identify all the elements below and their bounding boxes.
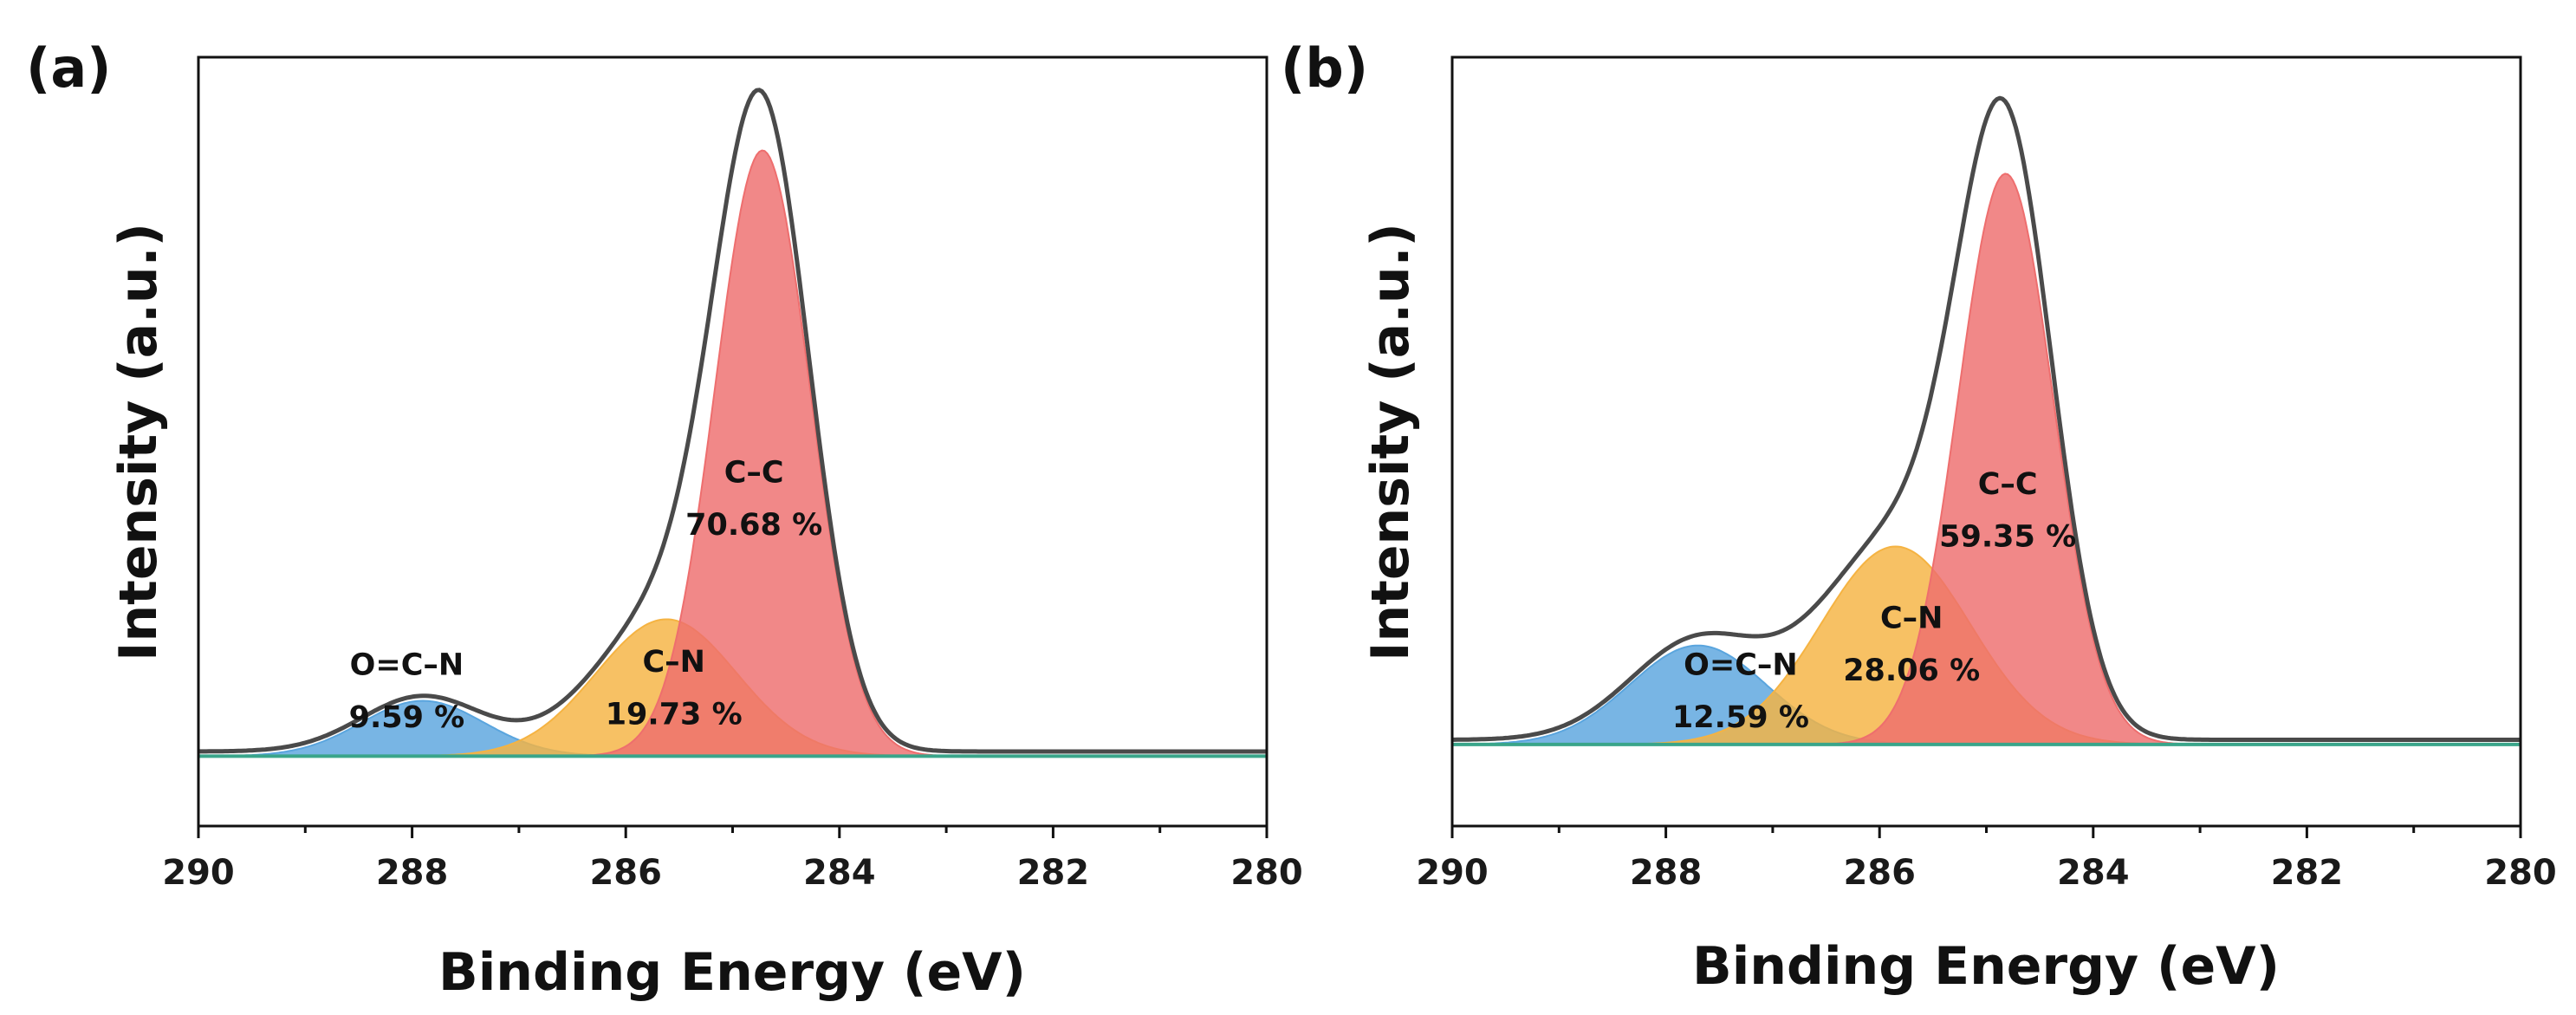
x-axis-title-b: Binding Energy (eV) xyxy=(1692,936,2280,997)
peak-name-label-b-1: C–N xyxy=(1880,602,1943,636)
y-axis-title-b: Intensity (a.u.) xyxy=(1360,223,1421,661)
peak-fill-b-2 xyxy=(1452,172,2521,745)
peak-name-label-b-2: C–C xyxy=(1978,467,2038,502)
panel-label-a: (a) xyxy=(26,36,112,100)
x-tick-label-a-0: 290 xyxy=(162,853,235,893)
peak-name-label-b-0: O=C–N xyxy=(1684,647,1798,682)
x-tick-label-a-4: 282 xyxy=(1017,853,1090,893)
plot-area-a xyxy=(198,88,1267,758)
peak-percent-label-b-2: 59.35 % xyxy=(1939,519,2076,554)
x-tick-label-a-3: 284 xyxy=(803,853,876,893)
x-tick-label-a-2: 286 xyxy=(589,853,662,893)
x-tick-label-b-0: 290 xyxy=(1416,853,1489,893)
x-tick-label-b-1: 288 xyxy=(1630,853,1703,893)
peak-name-label-a-2: C–C xyxy=(724,456,784,491)
panel-label-b: (b) xyxy=(1281,36,1368,100)
envelope-line-a xyxy=(198,88,1267,754)
peak-percent-label-a-2: 70.68 % xyxy=(685,508,822,543)
peak-name-label-a-1: C–N xyxy=(642,645,704,680)
x-tick-label-a-1: 288 xyxy=(376,853,449,893)
plot-area-b xyxy=(1452,95,2521,746)
x-tick-label-b-4: 282 xyxy=(2271,853,2344,893)
x-axis-ticks-b: 290 288 286 284 282 280 xyxy=(1416,826,2557,893)
peak-percent-label-a-1: 19.73 % xyxy=(606,697,743,732)
peak-percent-label-b-0: 12.59 % xyxy=(1672,700,1809,735)
y-axis-title-a: Intensity (a.u.) xyxy=(108,223,169,661)
x-tick-label-b-5: 280 xyxy=(2484,853,2557,893)
peak-name-label-a-0: O=C–N xyxy=(350,647,464,682)
x-tick-label-b-2: 286 xyxy=(1843,853,1916,893)
peak-percent-label-a-0: 9.59 % xyxy=(349,700,465,735)
x-tick-label-a-5: 280 xyxy=(1230,853,1303,893)
panel-a: (a) 290 288 286 284 282 280 Binding Energy (e… xyxy=(26,36,1303,1003)
panel-b: (b) 290 288 286 284 282 280 Binding Energy (e… xyxy=(1281,36,2557,997)
x-axis-title-a: Binding Energy (eV) xyxy=(438,942,1026,1003)
envelope-line-b xyxy=(1452,95,2521,742)
peak-percent-label-b-1: 28.06 % xyxy=(1843,654,1980,688)
x-tick-label-b-3: 284 xyxy=(2057,853,2130,893)
x-axis-ticks-a: 290 288 286 284 282 280 xyxy=(162,826,1303,893)
